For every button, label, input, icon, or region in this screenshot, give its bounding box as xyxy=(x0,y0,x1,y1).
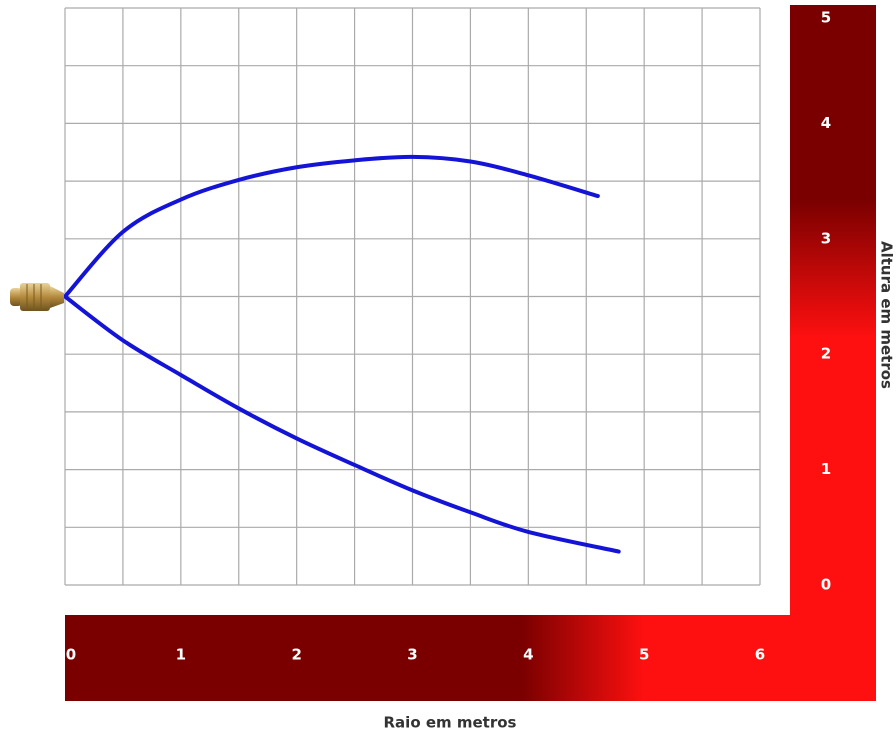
y-axis-band xyxy=(790,5,876,701)
x-tick-label: 1 xyxy=(176,646,186,664)
x-tick-label: 2 xyxy=(291,646,301,664)
y-tick-label: 2 xyxy=(821,345,831,363)
y-tick-label: 5 xyxy=(821,9,831,27)
x-axis-band xyxy=(65,615,790,701)
nozzle xyxy=(10,283,64,311)
x-tick-label: 5 xyxy=(639,646,649,664)
spray-curve xyxy=(63,294,621,554)
y-tick-label: 0 xyxy=(821,576,831,594)
spray-curve xyxy=(63,154,600,299)
x-tick-label: 0 xyxy=(66,646,76,664)
y-tick-label: 1 xyxy=(821,460,831,478)
x-axis-title: Raio em metros xyxy=(384,714,517,732)
y-tick-label: 3 xyxy=(821,229,831,247)
x-tick-label: 3 xyxy=(407,646,417,664)
y-axis-title: Altura em metros xyxy=(878,241,896,389)
x-tick-label: 6 xyxy=(755,646,765,664)
x-tick-label: 4 xyxy=(523,646,533,664)
y-tick-label: 4 xyxy=(821,114,831,132)
